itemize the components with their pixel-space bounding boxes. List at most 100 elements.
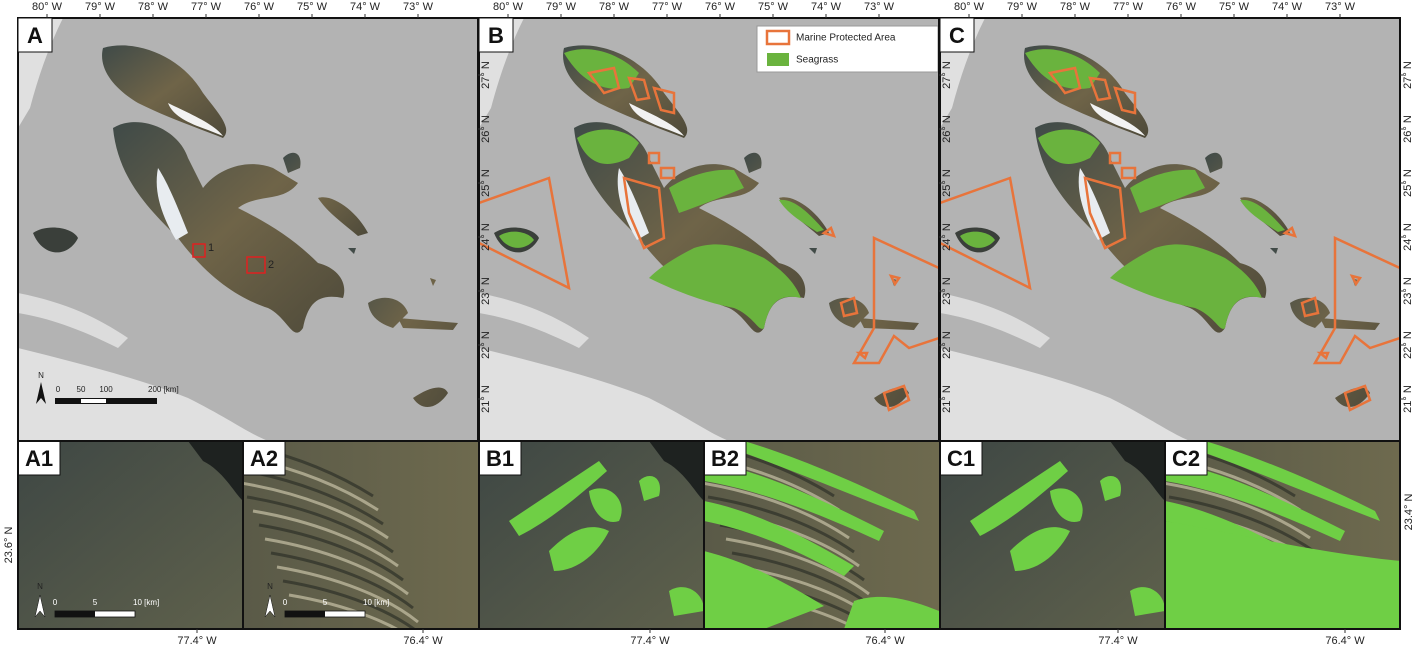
seagrass [704, 501, 854, 576]
latitude-label: 23° N [480, 277, 492, 305]
frame [242, 441, 1166, 629]
inset-box [246, 256, 266, 274]
inset-panel: A1 N 0 5 10 [km] [18, 441, 243, 629]
longitude-label: 78° W [138, 1, 169, 13]
panel-label: C [949, 23, 965, 48]
longitude-label: 77.4° W [177, 635, 217, 647]
longitude-label: 76° W [705, 1, 736, 13]
coastline [1110, 441, 1165, 501]
longitude-label: 74° W [350, 1, 381, 13]
latitude-label: 23° N [941, 277, 953, 305]
scale-label: 5 [93, 598, 98, 607]
panel-label-box [940, 441, 983, 476]
sand-streak [270, 551, 414, 610]
longitude-label: 77.4° W [630, 635, 670, 647]
longitude-label: 79° W [1007, 1, 1038, 13]
seagrass [844, 596, 939, 629]
sand-streak [243, 481, 389, 540]
legend-swatch [767, 53, 789, 66]
panel-label: B1 [486, 446, 514, 471]
inset-box [192, 243, 206, 258]
north-arrow [36, 382, 46, 404]
frames [17, 17, 1401, 630]
longitude-label: 77° W [191, 1, 222, 13]
panel-label: C2 [1172, 446, 1200, 471]
sand-streak [707, 495, 855, 554]
latitude-label: 22° N [941, 331, 953, 359]
map [18, 18, 478, 441]
sand-streak [276, 565, 419, 624]
longitude-label: 77.4° W [1098, 635, 1138, 647]
coastline [649, 441, 704, 501]
latitude-label: 23.4° N [1403, 494, 1415, 531]
panel-label-box [1165, 441, 1208, 476]
seagrass [1165, 521, 1400, 629]
seagrass [639, 476, 660, 501]
panel-label-box [18, 441, 61, 476]
legend: Marine Protected Area Seagrass [756, 25, 939, 73]
latitude-label: 26° N [1402, 115, 1414, 143]
latitude-label: 25° N [941, 169, 953, 197]
longitude-label: 74° W [1272, 1, 1303, 13]
latitude-label: 27° N [1402, 61, 1414, 89]
inset-panel: C1 [940, 441, 1165, 629]
inset-panel: B2 [704, 441, 939, 629]
latitude-label: 26° N [941, 115, 953, 143]
latitude-label: 22° N [480, 331, 492, 359]
panel-label: C1 [947, 446, 975, 471]
longitude-label: 75° W [758, 1, 789, 13]
longitude-label: 76.4° W [1325, 635, 1365, 647]
seagrass [970, 461, 1068, 536]
sand-streak [1165, 481, 1311, 540]
latitude-label: 24° N [1402, 223, 1414, 251]
longitude-label: 80° W [32, 1, 63, 13]
longitude-label: 80° W [493, 1, 524, 13]
sand-streak [246, 495, 394, 554]
longitude-label: 73° W [1325, 1, 1356, 13]
panel-label-box [478, 17, 514, 53]
latitude-label: 21° N [1402, 385, 1414, 413]
sand-streak [258, 523, 404, 582]
panel-label-box [704, 441, 747, 476]
panel-label: B [488, 23, 504, 48]
longitude-label: 76.4° W [403, 635, 443, 647]
seagrass [1165, 461, 1345, 541]
longitude-label: 73° W [864, 1, 895, 13]
seagrass [1200, 441, 1380, 521]
frame [17, 440, 1401, 630]
scale-label: 0 [283, 598, 288, 607]
longitude-label: 75° W [1219, 1, 1250, 13]
latitude-label: 21° N [480, 385, 492, 413]
legend-label: Seagrass [796, 55, 838, 66]
latitude-label: 25° N [1402, 169, 1414, 197]
latitude-label: 26° N [480, 115, 492, 143]
inset-panel: A2 N 0 5 10 [km] [243, 441, 478, 629]
latitude-label: 23.6° N [3, 527, 15, 564]
sand-streak [252, 509, 399, 568]
inset-panel: B1 [479, 441, 704, 629]
legend-swatch [765, 29, 791, 46]
seagrass [704, 461, 884, 541]
scale-label: 0 [56, 385, 61, 394]
latitude-label: 23° N [1402, 277, 1414, 305]
seagrass [509, 461, 607, 536]
scale-label: 5 [323, 598, 328, 607]
scale-segment [285, 611, 325, 617]
scale-label: 0 [53, 598, 58, 607]
latitude-label: 21° N [941, 385, 953, 413]
seagrass [1100, 476, 1121, 501]
panel-c [940, 18, 1400, 441]
scale-segment [55, 611, 95, 617]
scale-label: 10 [km] [133, 598, 159, 607]
scale-label: 100 [99, 385, 113, 394]
sand-streak [725, 537, 870, 596]
panel-label-box [243, 441, 286, 476]
longitude-label: 73° W [403, 1, 434, 13]
longitude-label: 78° W [1060, 1, 1091, 13]
panel-label: A2 [250, 446, 278, 471]
seagrass [549, 527, 609, 571]
longitude-label: 79° W [546, 1, 577, 13]
sand-streak [1168, 495, 1316, 554]
latitude-label: 27° N [941, 61, 953, 89]
